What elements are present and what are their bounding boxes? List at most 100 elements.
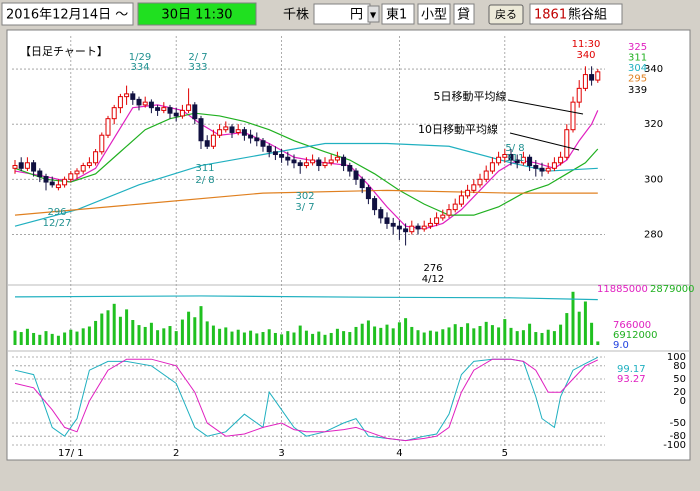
volume-bar [162, 328, 166, 345]
candle-body [471, 184, 477, 191]
volume-bar [490, 325, 494, 345]
dropdown[interactable] [367, 5, 380, 23]
volume-bar [69, 329, 73, 345]
candle-body [589, 74, 595, 81]
candle-body [80, 165, 86, 172]
stoch-legend: 93.27 [617, 374, 646, 385]
stoch-tick-label: -80 [670, 431, 686, 442]
candle-body [18, 162, 24, 169]
candle-body [198, 118, 204, 142]
volume-bar [422, 332, 426, 345]
volume-bar [44, 331, 48, 345]
volume-bar [261, 332, 265, 345]
volume-bar [342, 331, 346, 345]
stoch-tick-label: -50 [670, 418, 686, 429]
candle-body [390, 222, 396, 227]
volume-label: 11885000 [597, 284, 648, 295]
back-button[interactable] [488, 4, 524, 25]
lend: 貸 [457, 7, 470, 23]
candle-body [254, 137, 260, 142]
toolbar: 2016年12月14日 ～ 30日 11:30 千株 円 ▼ 東1 小型 貸 戻… [1, 2, 623, 26]
volume-bar [292, 332, 296, 345]
candle-body [148, 101, 154, 109]
candle-body [558, 156, 564, 164]
candle-body [483, 170, 489, 180]
ma-note: 10日移動平均線 [418, 122, 498, 136]
volume-bar [497, 327, 501, 345]
volume-bar [360, 323, 364, 345]
candle-body [105, 118, 111, 136]
stoch-line [14, 356, 599, 442]
date-box [1, 2, 134, 26]
candle-body [582, 74, 588, 89]
candle-body [527, 156, 533, 167]
candle-body [291, 159, 297, 164]
annotation-value: 333 [188, 62, 207, 73]
y-tick-label: 300 [644, 174, 663, 185]
volume-bar [94, 320, 98, 345]
volume-bar [242, 332, 246, 345]
volume-bar [317, 331, 321, 345]
candle-body [322, 162, 328, 167]
volume-bar [503, 319, 507, 345]
candle-body [279, 154, 285, 158]
candle-body [49, 181, 55, 186]
y-tick-label: 340 [644, 64, 663, 75]
volume-bar [540, 332, 544, 345]
candle-body [316, 159, 322, 167]
volume-bar [596, 341, 600, 345]
volume-bar [428, 330, 432, 345]
chart-panel [6, 29, 691, 461]
candle-body [372, 198, 378, 211]
candle-body [365, 187, 371, 200]
candle-body [465, 189, 471, 197]
volume-bar [100, 313, 104, 345]
candle-body [31, 162, 37, 172]
volume-bar [323, 334, 327, 345]
candle-body [235, 129, 241, 133]
volume-bar [484, 321, 488, 345]
candle-body [173, 112, 179, 117]
volume-bar [112, 303, 116, 345]
volume-bar [466, 323, 470, 345]
candle-body [595, 71, 601, 81]
stoch-legend: 99.17 [617, 364, 646, 375]
annotation-date: 1/29 [129, 52, 151, 63]
volume-label: 9.0 [613, 340, 629, 351]
candle-body [496, 156, 502, 164]
stoch-tick-label: 50 [673, 374, 686, 385]
volume-bar [559, 324, 563, 345]
time: 30日 11:30 [161, 8, 232, 23]
candle-body [24, 162, 30, 169]
annotation-date: 2/ 7 [188, 52, 207, 63]
legend-value: 295 [628, 74, 647, 85]
legend-value: 339 [628, 85, 647, 96]
candle-body [396, 225, 402, 230]
x-tick-label: 2 [173, 448, 179, 459]
candle-body [427, 222, 433, 227]
market: 東1 [386, 7, 407, 23]
volume-bar [137, 325, 141, 345]
x-tick-label: 3 [278, 448, 284, 459]
volume-bar [515, 331, 519, 345]
candle-body [359, 178, 365, 189]
candle-body [297, 162, 303, 167]
volume-bar [577, 311, 581, 345]
volume-bar [25, 328, 29, 345]
candle-body [43, 176, 49, 183]
stoch-tick-label: 80 [673, 361, 686, 372]
legend-value: 311 [628, 53, 647, 64]
volume-bar [528, 323, 532, 345]
code: 1861 [534, 8, 567, 23]
volume-bar [472, 328, 476, 345]
volume-bar [125, 309, 129, 345]
ma-pointer [507, 99, 584, 115]
candle-body [68, 173, 74, 180]
y-tick-label: 320 [644, 119, 663, 130]
market-box [381, 3, 415, 25]
stoch-tick-label: 0 [680, 396, 686, 407]
date: 2016年12月14日 ～ [6, 8, 128, 23]
annotation-value: 340 [576, 50, 595, 61]
volume-bar [385, 324, 389, 345]
